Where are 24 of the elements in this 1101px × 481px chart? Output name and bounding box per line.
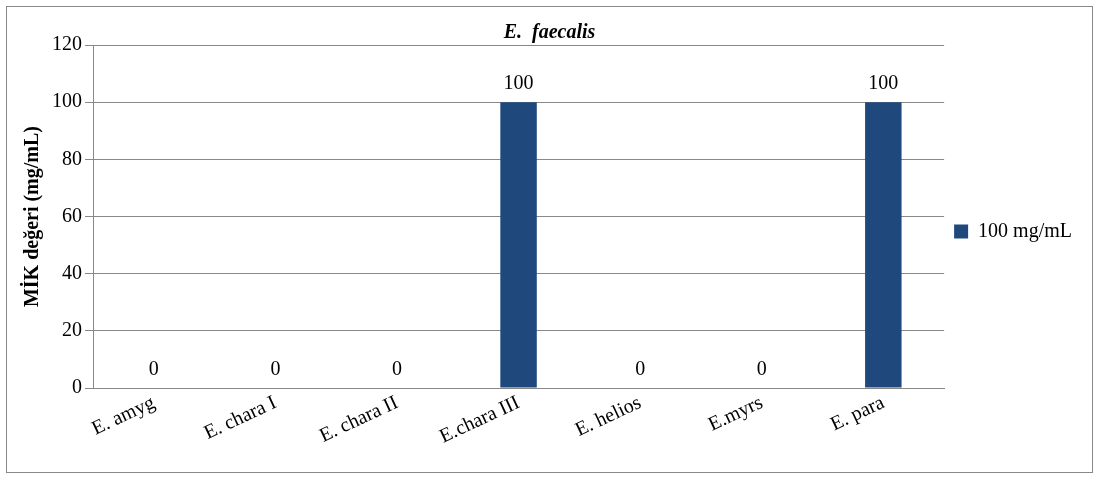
x-tick-label: E. chara II xyxy=(315,390,401,446)
x-tick-label: E.myrs xyxy=(704,390,767,436)
data-label: 0 xyxy=(148,357,159,380)
legend-label: 100 mg/mL xyxy=(978,218,1072,242)
x-tick-label: E.chara III xyxy=(435,390,523,447)
data-label: 0 xyxy=(270,357,281,380)
y-tick-label: 40 xyxy=(62,261,82,283)
x-tick-label: E. chara I xyxy=(200,390,280,443)
x-tick-label: E. para xyxy=(826,390,888,436)
y-tick-label: 80 xyxy=(62,146,82,169)
chart-title: E. faecalis xyxy=(502,20,596,44)
y-tick-label: 60 xyxy=(62,203,82,226)
x-tick-label: E. amyg xyxy=(87,390,159,440)
y-tick-label: 20 xyxy=(62,318,82,341)
x-tick-label: E. helios xyxy=(571,390,645,440)
y-tick-label: 100 xyxy=(52,89,82,112)
y-tick-label: 120 xyxy=(52,32,82,55)
y-tick-label: 0 xyxy=(72,375,82,398)
data-label: 100 xyxy=(503,71,534,94)
data-label: 0 xyxy=(391,357,402,380)
data-label: 0 xyxy=(756,357,767,380)
data-label: 100 xyxy=(868,71,899,94)
y-axis-title: MİK değeri (mg/mL) xyxy=(19,126,44,308)
data-label: 0 xyxy=(635,357,646,380)
